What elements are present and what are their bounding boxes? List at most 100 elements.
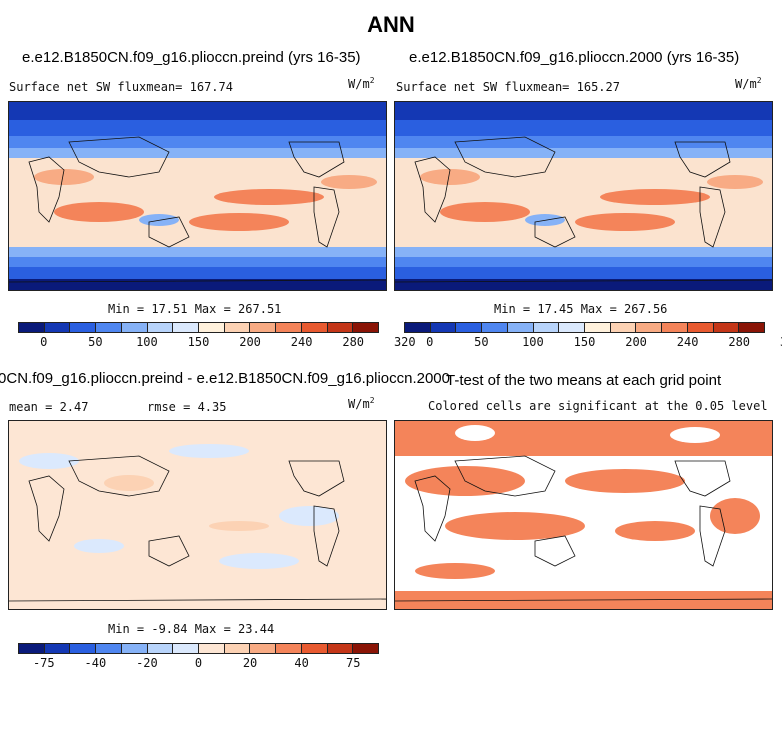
significance-map [395,421,772,609]
colorbar-swatch [739,323,765,332]
colorbar-swatch [70,323,97,332]
colorbar-swatch [44,323,71,332]
colorbar-swatch [70,644,97,653]
panel-title-diff-clip: e.e12.B1850CN.f09_g16.plioccn.preind - e… [0,370,450,390]
field-name: Surface net SW flux [396,80,534,94]
colorbar-swatch [559,323,586,332]
colorbar-ticks-preind: 0 50 100 150 200 240 280 320 [18,335,415,351]
colorbar-tick-label: 150 [187,335,210,349]
colorbar-swatch [276,323,302,332]
colorbar-tick-label: 20 [242,656,258,670]
mean-diff: mean = 2.47 [9,400,89,414]
colorbar-swatch [662,323,688,332]
colorbar-tick-label: 200 [239,335,261,349]
colorbar-tick-label: 150 [573,335,596,349]
colorbar-swatch [327,644,354,653]
minmax-preind: Min = 17.51 Max = 267.51 [108,302,282,316]
colorbar-ticks-2000: 0 50 100 150 200 240 280 320 [404,335,782,351]
colorbar-tick-label: 200 [625,335,647,349]
colorbar-diff [18,643,379,654]
colorbar-tick-label: 320 [780,335,782,349]
colorbar-tick-label: -40 [84,656,107,670]
colorbar-swatch [173,644,200,653]
ttest-subtitle: Colored cells are significant at the 0.0… [428,399,768,413]
colorbar-swatch [96,644,122,653]
colorbar-swatch [610,323,637,332]
minmax-2000: Min = 17.45 Max = 267.56 [494,302,668,316]
map-preind [8,101,387,291]
units-label: W/m2 [348,76,375,91]
colorbar-tick-label: 75 [345,656,361,670]
colorbar-swatch [147,323,174,332]
field-label-preind: Surface net SW fluxmean= 167.74 [9,80,233,94]
rmse-diff: rmse = 4.35 [147,400,227,414]
colorbar-swatch [173,323,200,332]
colorbar-tick-label: 0 [40,335,48,349]
colorbar-tick-label: 0 [194,656,203,670]
colorbar-2000 [404,322,765,333]
colorbar-swatch [224,323,251,332]
field-name: Surface net SW flux [9,80,147,94]
map-diff [8,420,387,610]
colorbar-swatch [121,323,148,332]
colorbar-swatch [96,323,122,332]
field-label-2000: Surface net SW fluxmean= 165.27 [396,80,620,94]
colorbar-tick-label: -75 [32,656,55,670]
colorbar-tick-label: 240 [676,335,699,349]
units-label: W/m2 [735,76,762,91]
colorbar-tick-label: 240 [290,335,313,349]
colorbar-swatch [430,323,457,332]
colorbar-tick-label: 40 [294,656,309,670]
mean-value: mean= 167.74 [146,80,233,94]
colorbar-tick-label: -20 [136,656,158,670]
panel-title-diff: e.e12.B1850CN.f09_g16.plioccn.preind - e… [0,370,450,387]
map-2000 [394,101,773,291]
colorbar-preind [18,322,379,333]
colorbar-swatch [301,644,328,653]
colorbar-swatch [121,644,148,653]
panel-title-ttest: T-test of the two means at each grid poi… [446,372,722,389]
colorbar-swatch [250,644,277,653]
map-ttest [394,420,773,610]
colorbar-tick-label: 0 [426,335,434,349]
sw-flux-map-2000 [395,102,772,290]
sw-flux-map-preind [9,102,386,290]
colorbar-swatch [224,644,251,653]
colorbar-swatch [353,644,379,653]
colorbar-swatch [44,644,71,653]
colorbar-swatch [327,323,354,332]
mean-value: mean= 165.27 [533,80,620,94]
colorbar-tick-label: 280 [342,335,365,349]
colorbar-swatch [199,644,225,653]
colorbar-swatch [276,644,302,653]
colorbar-swatch [250,323,277,332]
minmax-diff: Min = -9.84 Max = 23.44 [108,622,275,636]
colorbar-swatch [199,323,225,332]
colorbar-swatch [713,323,740,332]
colorbar-swatch [482,323,508,332]
difference-map [9,421,386,609]
figure-title: ANN [367,12,415,37]
colorbar-swatch [301,323,328,332]
panel-title-2000: e.e12.B1850CN.f09_g16.plioccn.2000 (yrs … [409,49,740,66]
colorbar-swatch [507,323,534,332]
colorbar-tick-label: 50 [88,335,103,349]
colorbar-swatch [585,323,611,332]
colorbar-swatch [687,323,714,332]
colorbar-swatch [405,323,431,332]
colorbar-tick-label: 100 [136,335,158,349]
units-label: W/m2 [348,396,375,411]
colorbar-tick-label: 100 [522,335,544,349]
colorbar-tick-label: 50 [474,335,489,349]
colorbar-tick-label: 320 [393,335,416,349]
panel-title-preind: e.e12.B1850CN.f09_g16.plioccn.preind (yr… [22,49,361,66]
colorbar-swatch [147,644,174,653]
colorbar-tick-label: 280 [728,335,751,349]
colorbar-swatch [636,323,663,332]
colorbar-swatch [19,644,45,653]
colorbar-swatch [533,323,560,332]
colorbar-swatch [353,323,379,332]
colorbar-ticks-diff: -75 -40 -20 0 20 40 75 [18,656,379,672]
colorbar-swatch [456,323,483,332]
colorbar-swatch [19,323,45,332]
